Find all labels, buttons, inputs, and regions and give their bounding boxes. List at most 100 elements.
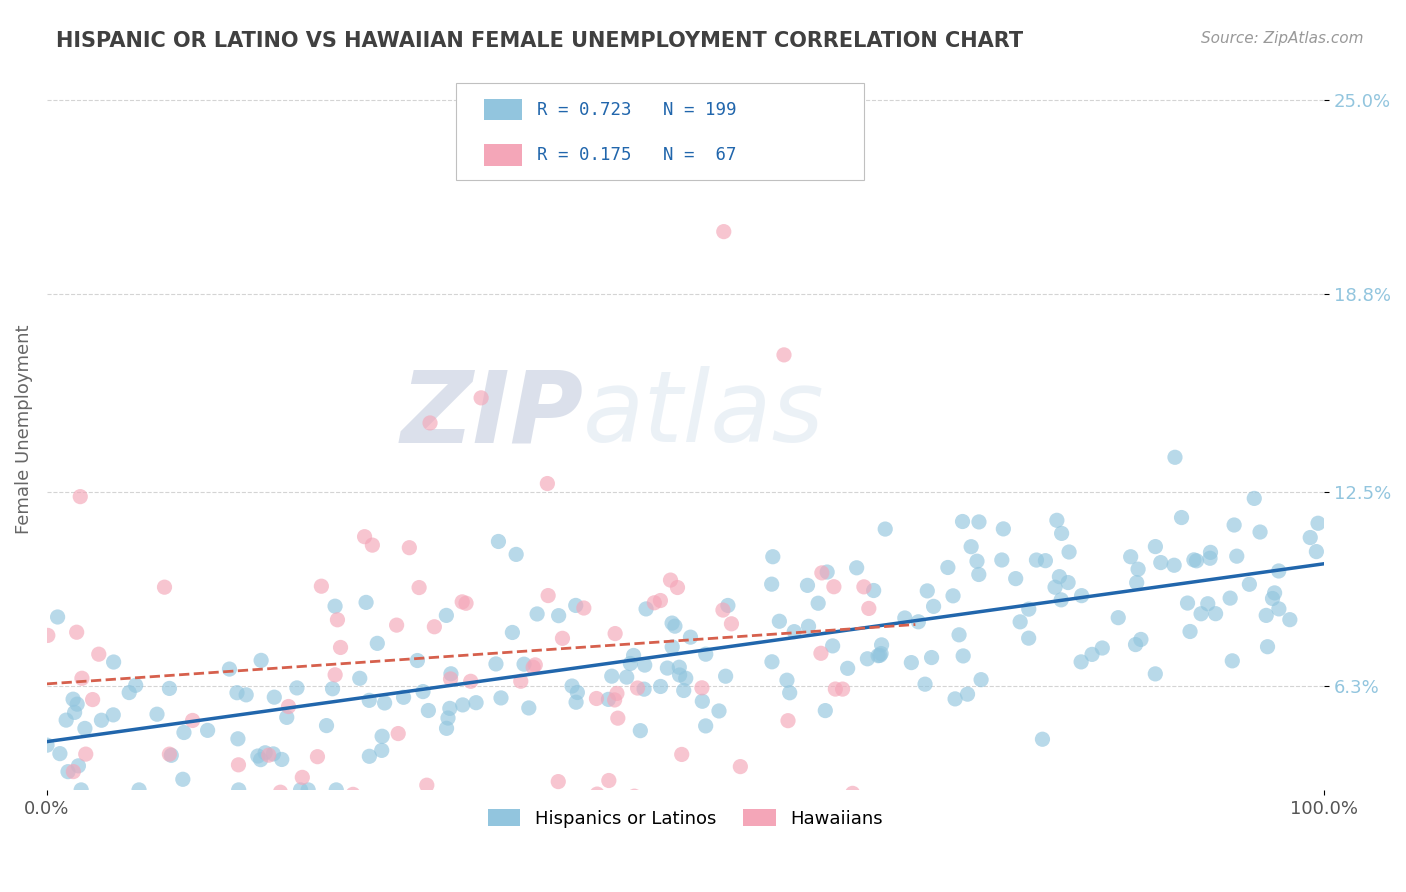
Point (779, 686, 801, 700)
Point (672, 683, 695, 698)
Point (159, 681, 181, 696)
Point (554, 798, 576, 813)
Point (664, 619, 686, 633)
Point (841, 786, 863, 800)
Point (824, 681, 846, 696)
Point (991, 553, 1014, 567)
Point (329, 640, 352, 655)
Point (505, 548, 527, 562)
Point (856, 652, 879, 666)
Point (290, 783, 312, 797)
Point (374, 696, 396, 710)
Point (814, 704, 837, 718)
Point (1268, 602, 1291, 616)
Point (37, 628, 59, 642)
Point (730, 759, 752, 773)
Point (623, 789, 645, 804)
Point (1243, 491, 1265, 506)
Point (1163, 558, 1185, 573)
Point (807, 596, 830, 610)
Point (437, 711, 460, 725)
Point (1057, 545, 1080, 559)
Point (561, 679, 583, 693)
Point (831, 682, 853, 697)
Point (967, 567, 990, 582)
Point (359, 749, 381, 764)
Point (526, 607, 548, 621)
Point (564, 599, 586, 613)
Point (250, 653, 273, 667)
Point (1306, 516, 1329, 531)
Point (762, 549, 785, 564)
Point (1035, 554, 1057, 568)
Point (128, 783, 150, 797)
Point (423, 620, 446, 634)
Point (1170, 510, 1192, 524)
Point (1267, 564, 1289, 578)
Point (761, 577, 783, 591)
Point (1046, 513, 1069, 527)
Point (598, 773, 620, 788)
Point (810, 646, 832, 660)
Point (869, 648, 891, 663)
Point (821, 639, 844, 653)
Point (921, 650, 943, 665)
Point (650, 680, 672, 694)
Point (776, 714, 799, 728)
Point (993, 522, 1015, 536)
Point (354, 595, 377, 609)
Point (692, 694, 714, 708)
Point (69, 490, 91, 504)
Point (695, 719, 717, 733)
Point (567, 685, 589, 699)
Point (1057, 575, 1080, 590)
Point (811, 566, 834, 580)
Point (342, 788, 364, 802)
Point (773, 348, 796, 362)
FancyBboxPatch shape (456, 83, 865, 180)
Point (501, 625, 523, 640)
Point (679, 630, 702, 644)
Point (470, 391, 492, 405)
Text: HISPANIC OR LATINO VS HAWAIIAN FEMALE UNEMPLOYMENT CORRELATION CHART: HISPANIC OR LATINO VS HAWAIIAN FEMALE UN… (56, 31, 1024, 51)
Point (797, 619, 820, 633)
Point (1010, 615, 1032, 629)
Point (522, 660, 544, 674)
Point (1219, 591, 1241, 606)
Point (366, 636, 388, 650)
Point (783, 624, 806, 639)
Point (66, 625, 89, 640)
Point (197, 723, 219, 738)
Point (1050, 526, 1073, 541)
Point (668, 668, 690, 682)
Point (815, 565, 838, 579)
Point (439, 672, 461, 686)
Point (262, 747, 284, 761)
Point (1031, 732, 1053, 747)
Point (1164, 450, 1187, 465)
Point (936, 560, 959, 574)
Point (276, 710, 298, 724)
Point (1125, 638, 1147, 652)
Point (967, 515, 990, 529)
Point (263, 690, 285, 705)
Point (952, 515, 974, 529)
Point (125, 678, 148, 692)
Point (643, 596, 665, 610)
Point (325, 783, 347, 797)
Point (585, 691, 607, 706)
Point (172, 772, 194, 787)
Point (914, 677, 936, 691)
Point (868, 648, 890, 663)
Point (349, 671, 371, 685)
Point (75, 747, 97, 761)
Point (1091, 640, 1114, 655)
Point (146, 707, 169, 722)
Point (636, 602, 658, 616)
Point (657, 661, 679, 675)
Point (1278, 613, 1301, 627)
Point (451, 698, 474, 712)
Point (90, 713, 112, 727)
Point (489, 690, 512, 705)
Point (1199, 545, 1222, 559)
